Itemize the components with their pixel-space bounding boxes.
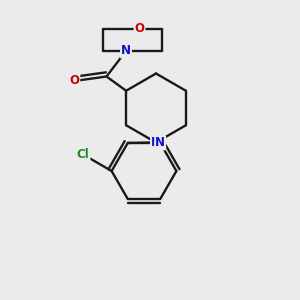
Text: N: N — [155, 136, 165, 149]
Text: O: O — [69, 74, 80, 88]
Text: O: O — [134, 22, 145, 35]
Text: Cl: Cl — [77, 148, 89, 161]
Text: N: N — [121, 44, 131, 58]
Text: N: N — [151, 136, 161, 149]
